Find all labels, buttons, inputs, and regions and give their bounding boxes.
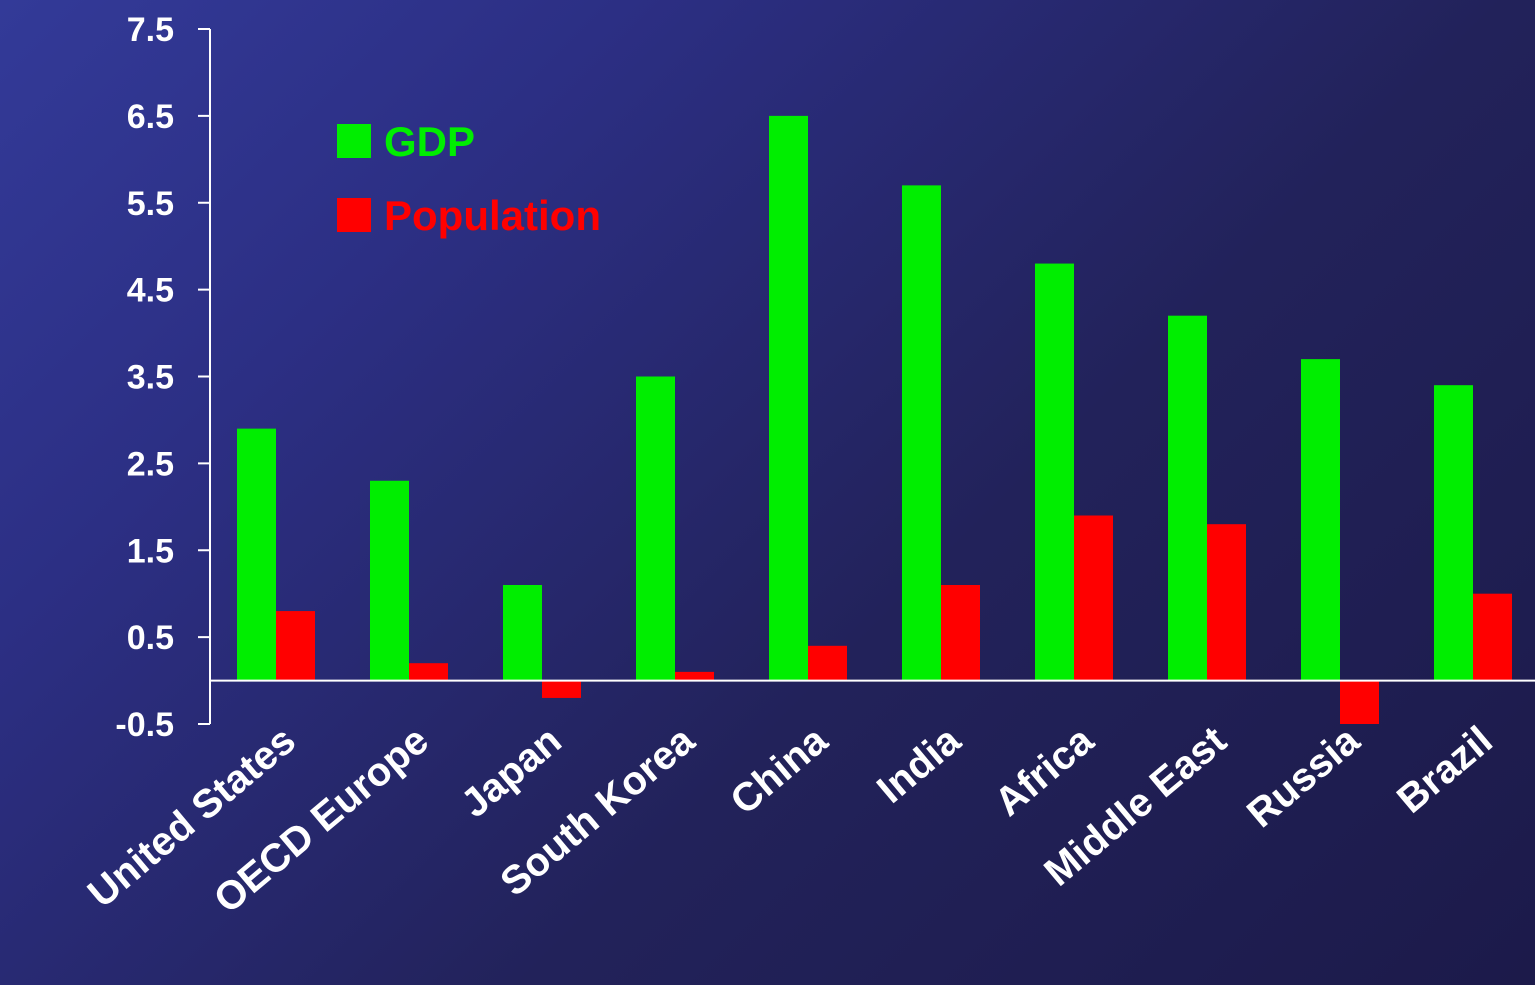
bar-gdp-oecd-europe — [370, 480, 409, 681]
bar-population-south-korea — [675, 671, 714, 681]
bar-gdp-middle-east — [1168, 315, 1207, 681]
category-label: Japan — [453, 718, 570, 826]
bar-gdp-africa — [1035, 263, 1074, 681]
y-ticks-group: 7.5 6.5 5.5 4.5 3.5 2.5 1.5 0.5 -0.5 — [115, 11, 210, 744]
legend-swatch-population — [337, 198, 371, 232]
y-tick-label: 7.5 — [127, 11, 174, 49]
y-tick-label: 2.5 — [127, 445, 174, 483]
bar-gdp-united-states — [237, 428, 276, 681]
y-tick-label: 1.5 — [127, 532, 174, 570]
bar-gdp-china — [769, 115, 808, 681]
y-tick-label: 3.5 — [127, 359, 174, 397]
bar-population-india — [941, 585, 980, 681]
bar-population-china — [808, 645, 847, 681]
legend-label-gdp: GDP — [384, 118, 475, 165]
category-label: Africa — [987, 718, 1103, 825]
category-label: India — [869, 718, 969, 812]
bar-population-russia — [1340, 680, 1379, 724]
category-label: Brazil — [1389, 718, 1501, 822]
y-tick-label: 4.5 — [127, 272, 174, 310]
bar-population-brazil — [1473, 593, 1512, 681]
bar-gdp-south-korea — [636, 376, 675, 681]
bar-gdp-india — [902, 185, 941, 681]
y-tick-label: 6.5 — [127, 98, 174, 136]
y-tick-label: 0.5 — [127, 619, 174, 657]
bar-gdp-japan — [503, 585, 542, 681]
bars-group — [237, 115, 1512, 724]
bar-gdp-russia — [1301, 359, 1340, 681]
legend-label-population: Population — [384, 192, 601, 239]
legend-swatch-gdp — [337, 124, 371, 158]
y-tick-label: 5.5 — [127, 185, 174, 223]
category-label: China — [722, 718, 836, 824]
bar-population-united-states — [276, 611, 315, 681]
y-tick-label: -0.5 — [115, 706, 174, 744]
legend: GDP Population — [337, 118, 601, 239]
bar-population-oecd-europe — [409, 663, 448, 681]
bar-population-middle-east — [1207, 524, 1246, 681]
bar-population-japan — [542, 680, 581, 698]
bar-gdp-brazil — [1434, 385, 1473, 681]
category-label: Russia — [1239, 718, 1368, 837]
bar-population-africa — [1074, 515, 1113, 681]
